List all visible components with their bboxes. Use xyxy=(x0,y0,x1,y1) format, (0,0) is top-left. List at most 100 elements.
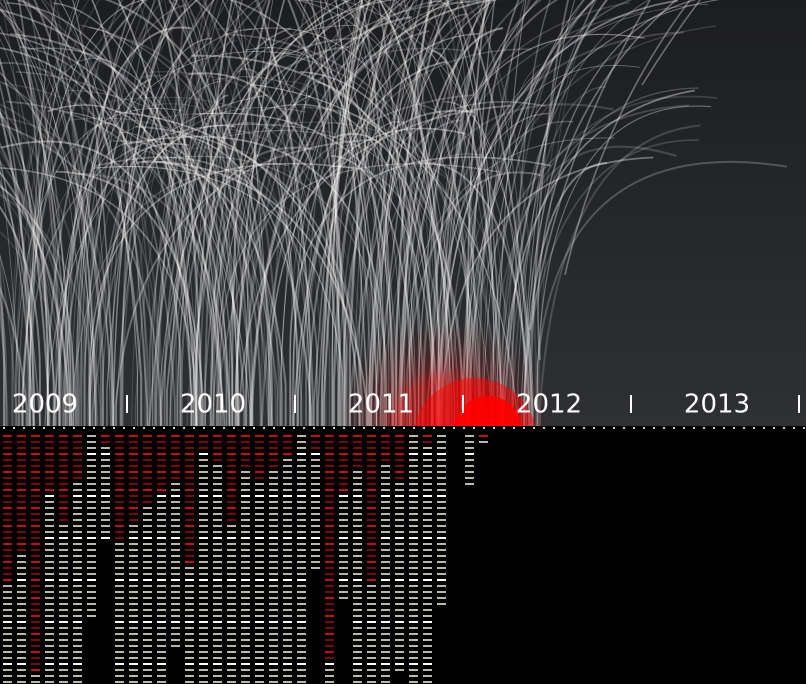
dash xyxy=(143,495,152,497)
dash xyxy=(381,435,390,437)
dash xyxy=(325,591,334,593)
arc xyxy=(144,103,298,426)
arc xyxy=(315,122,394,426)
dash xyxy=(171,585,180,587)
dot xyxy=(213,427,215,429)
dash xyxy=(423,621,432,623)
dash xyxy=(297,657,306,659)
arc xyxy=(254,0,311,426)
arc xyxy=(79,0,157,426)
dash xyxy=(157,435,166,437)
dash xyxy=(143,549,152,551)
arc xyxy=(49,0,99,426)
arc xyxy=(230,0,339,426)
year-label: 2010 xyxy=(180,390,246,420)
dash xyxy=(311,537,320,539)
dash xyxy=(339,471,348,473)
dash xyxy=(3,471,12,473)
dash xyxy=(143,603,152,605)
dash xyxy=(395,513,404,515)
arc xyxy=(186,147,368,426)
dash xyxy=(199,681,208,683)
dash xyxy=(143,483,152,485)
arc xyxy=(256,0,314,426)
arc xyxy=(191,54,464,426)
dash xyxy=(31,567,40,569)
dash xyxy=(409,579,418,581)
dash xyxy=(143,465,152,467)
dash xyxy=(381,495,390,497)
arc xyxy=(280,0,501,426)
dash xyxy=(269,669,278,671)
dash xyxy=(283,567,292,569)
dash xyxy=(255,447,264,449)
arc xyxy=(0,10,90,426)
arc xyxy=(299,0,459,426)
dash xyxy=(157,549,166,551)
dash xyxy=(283,501,292,503)
dash xyxy=(59,465,68,467)
dash xyxy=(45,621,54,623)
dash xyxy=(87,591,96,593)
dash xyxy=(157,579,166,581)
dash xyxy=(199,447,208,449)
dash xyxy=(17,555,26,557)
dash xyxy=(395,489,404,491)
dash xyxy=(367,627,376,629)
dash xyxy=(213,555,222,557)
dot xyxy=(563,427,565,429)
dash xyxy=(157,531,166,533)
arc xyxy=(260,103,420,426)
dash xyxy=(409,615,418,617)
dash xyxy=(185,615,194,617)
dash xyxy=(171,615,180,617)
dash xyxy=(73,465,82,467)
dash xyxy=(325,561,334,563)
dash xyxy=(367,579,376,581)
dash xyxy=(255,531,264,533)
dash xyxy=(73,513,82,515)
dash xyxy=(423,537,432,539)
dash xyxy=(17,489,26,491)
dash xyxy=(17,603,26,605)
dash xyxy=(339,513,348,515)
dash xyxy=(3,555,12,557)
dash xyxy=(297,465,306,467)
arc xyxy=(376,0,418,426)
dash xyxy=(297,645,306,647)
arc xyxy=(42,0,146,426)
arc xyxy=(40,0,112,426)
dash xyxy=(199,645,208,647)
dash xyxy=(395,501,404,503)
dot xyxy=(203,427,205,429)
dash xyxy=(241,537,250,539)
arc xyxy=(78,3,188,426)
dash xyxy=(3,597,12,599)
dash xyxy=(115,579,124,581)
dash xyxy=(199,651,208,653)
arc xyxy=(320,0,372,426)
dash xyxy=(255,615,264,617)
dash xyxy=(269,489,278,491)
dash xyxy=(339,453,348,455)
dash xyxy=(59,621,68,623)
dash xyxy=(3,543,12,545)
arc xyxy=(75,172,228,426)
dot xyxy=(143,427,145,429)
dot xyxy=(173,427,175,429)
arc xyxy=(228,0,395,426)
dash xyxy=(241,609,250,611)
dash xyxy=(171,561,180,563)
dash xyxy=(213,657,222,659)
dash xyxy=(423,441,432,443)
dash xyxy=(241,441,250,443)
dash xyxy=(339,483,348,485)
dash xyxy=(409,561,418,563)
dot xyxy=(493,427,495,429)
dash xyxy=(339,447,348,449)
arc xyxy=(375,0,443,426)
dash xyxy=(87,459,96,461)
dash xyxy=(395,663,404,665)
dash xyxy=(73,453,82,455)
dash xyxy=(185,537,194,539)
